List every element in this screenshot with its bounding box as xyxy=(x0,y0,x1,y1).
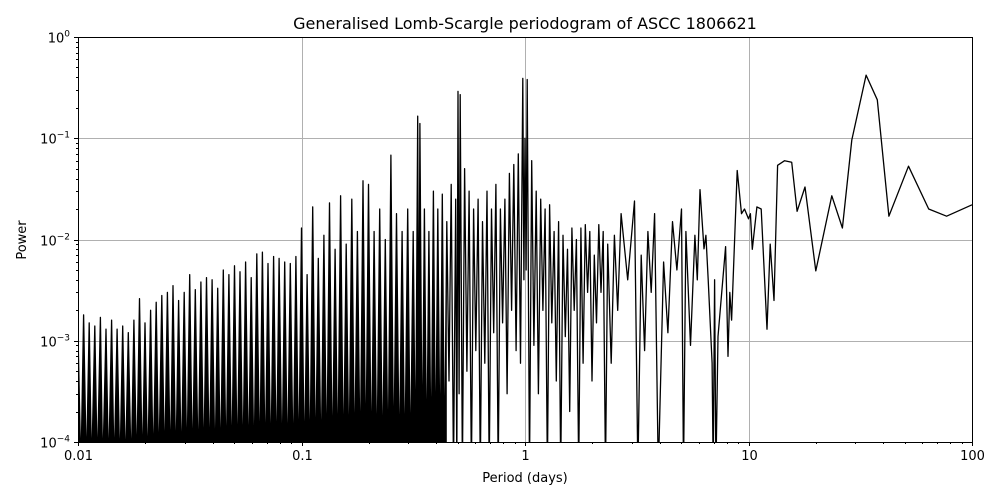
y-tick-exponent: 0 xyxy=(64,30,70,40)
y-axis-label: Power xyxy=(15,220,30,260)
y-tick-exponent: −4 xyxy=(57,435,71,445)
y-tick-base: 10 xyxy=(40,437,57,452)
x-tick-label: 100 xyxy=(960,449,985,464)
y-tick-exponent: −3 xyxy=(57,334,70,344)
x-tick-label: 0.01 xyxy=(64,449,93,464)
y-tick-exponent: −2 xyxy=(57,233,70,243)
y-tick-exponent: −1 xyxy=(57,131,70,141)
x-tick-label: 10 xyxy=(741,449,758,464)
y-tick-base: 10 xyxy=(48,32,65,47)
chart-title: Generalised Lomb-Scargle periodogram of … xyxy=(293,14,757,33)
x-tick-label: 0.1 xyxy=(292,449,313,464)
y-tick-base: 10 xyxy=(40,336,57,351)
y-tick-base: 10 xyxy=(40,235,57,250)
x-axis-label: Period (days) xyxy=(482,471,568,486)
y-tick-base: 10 xyxy=(40,133,57,148)
x-tick-label: 1 xyxy=(521,449,529,464)
